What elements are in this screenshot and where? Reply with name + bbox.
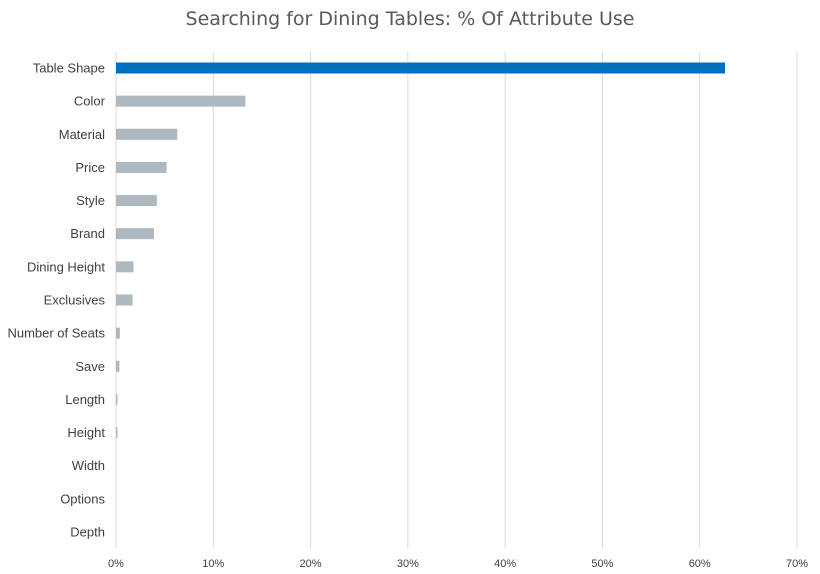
category-label: Brand (70, 226, 105, 241)
bar (116, 195, 157, 207)
x-tick-label: 30% (397, 558, 419, 570)
chart-title: Searching for Dining Tables: % Of Attrib… (185, 8, 635, 30)
category-label: Height (67, 425, 105, 440)
category-label: Exclusives (44, 292, 106, 307)
x-tick-label: 70% (786, 558, 808, 570)
category-label: Dining Height (27, 259, 105, 274)
category-label: Depth (70, 524, 105, 539)
bar (116, 161, 167, 173)
bar (116, 294, 133, 306)
category-label: Table Shape (33, 61, 105, 76)
x-tick-label: 20% (300, 558, 322, 570)
category-label: Length (65, 392, 105, 407)
x-tick-label: 0% (108, 558, 124, 570)
x-tick-label: 10% (202, 558, 224, 570)
bar (116, 62, 726, 74)
x-tick-label: 50% (591, 558, 613, 570)
bar (116, 327, 120, 339)
category-label: Width (72, 458, 105, 473)
x-tick-label: 40% (494, 558, 516, 570)
category-label: Price (75, 160, 105, 175)
x-tick-label: 60% (689, 558, 711, 570)
bar (116, 95, 246, 107)
category-label: Color (74, 94, 106, 109)
bar (116, 128, 178, 140)
bar (116, 261, 134, 273)
category-label: Style (76, 193, 105, 208)
bar (116, 427, 118, 439)
bar (116, 360, 120, 372)
category-label: Options (60, 491, 105, 506)
category-label: Number of Seats (7, 326, 105, 341)
category-label: Material (59, 127, 105, 142)
bar (116, 393, 118, 405)
bar (116, 228, 154, 240)
category-label: Save (75, 359, 105, 374)
